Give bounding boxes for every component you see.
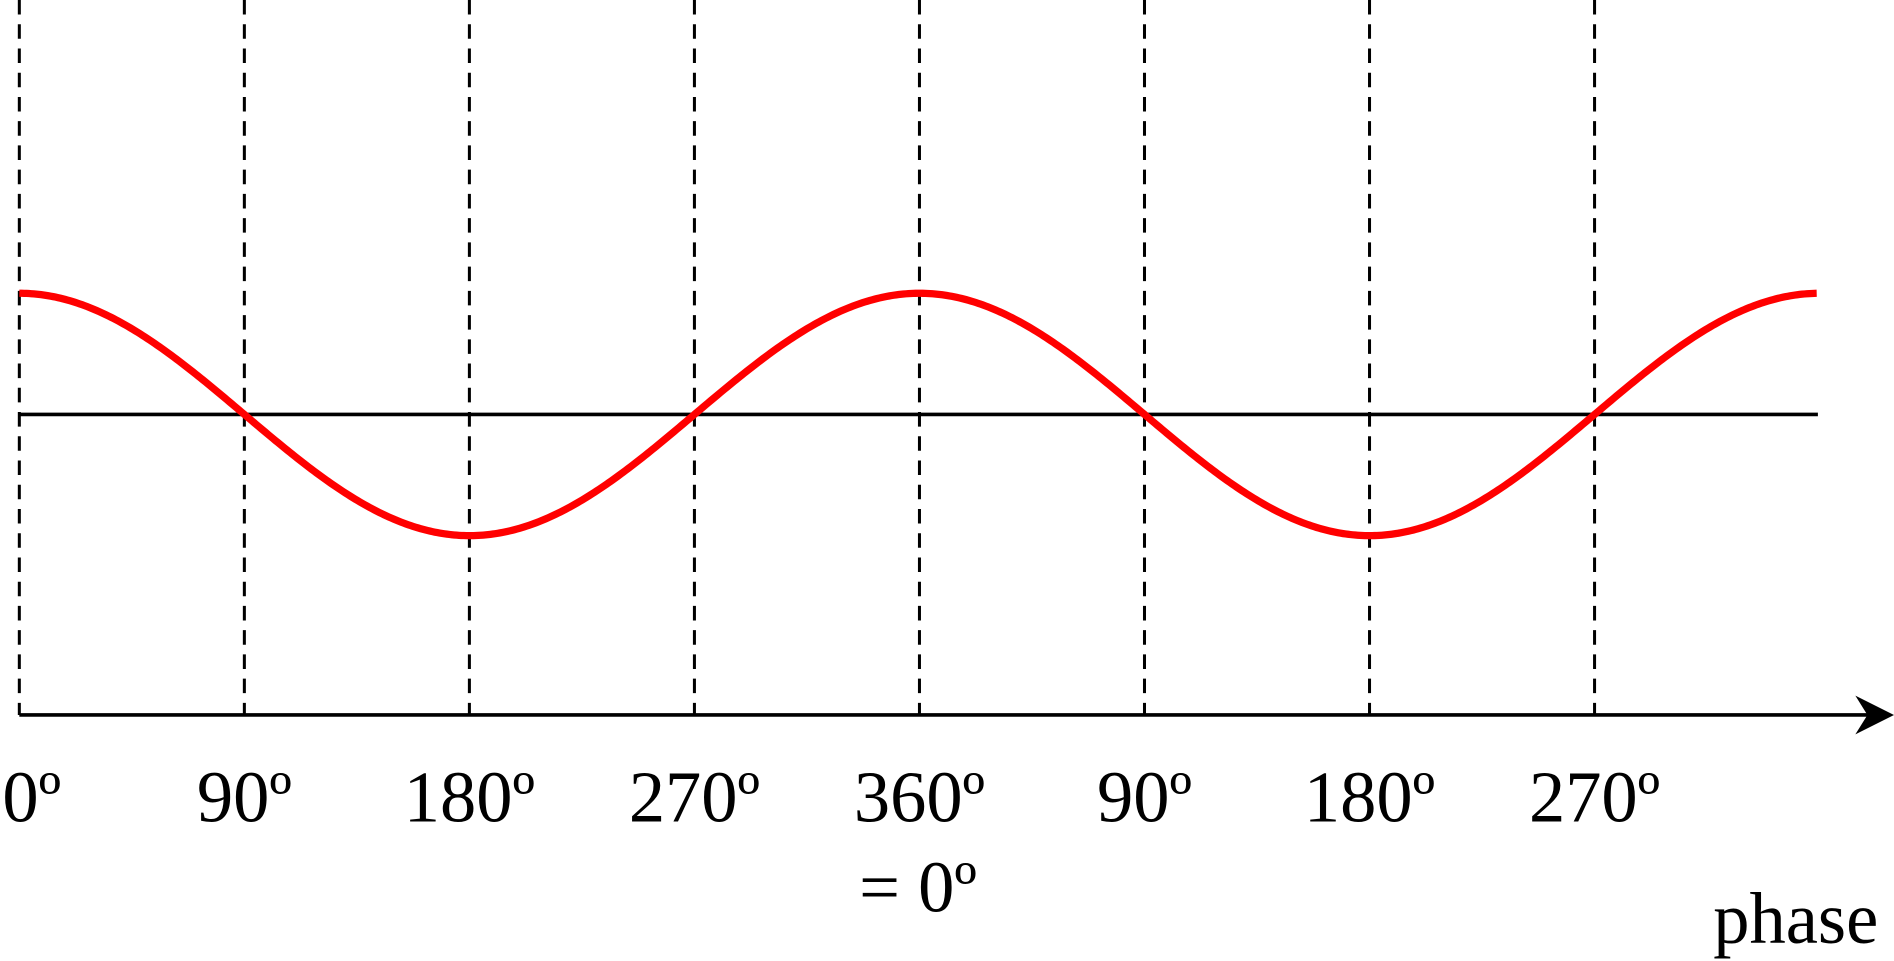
axis-arrow: [1855, 695, 1894, 735]
note: = 0º: [859, 846, 977, 927]
cosine-curve: [19, 289, 1817, 540]
phase-label: 270º: [1529, 757, 1660, 838]
phase-label: 270º: [629, 757, 760, 838]
phase-label: 180º: [404, 757, 535, 838]
axis-label: phase: [1713, 878, 1878, 959]
phase-label: 90º: [1097, 757, 1192, 838]
phase-label: 180º: [1304, 757, 1435, 838]
phase-label: 360º: [854, 757, 985, 838]
phase-label: 90º: [197, 757, 292, 838]
phase-label: 0º: [2, 757, 61, 838]
